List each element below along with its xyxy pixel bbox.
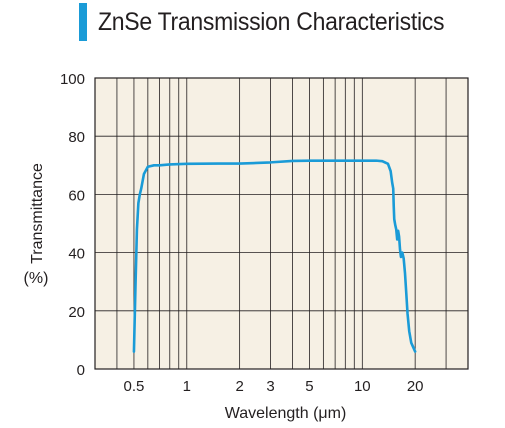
y-tick-label: 20 — [68, 304, 85, 321]
x-tick-label: 2 — [235, 378, 243, 395]
x-tick-label: 1 — [183, 378, 191, 395]
y-tick-label: 80 — [68, 129, 85, 146]
y-axis-unit: (%) — [24, 270, 49, 287]
chart-title-block: ZnSe Transmission Characteristics — [79, 2, 474, 42]
x-tick-label: 5 — [305, 378, 313, 395]
plot-area — [95, 78, 468, 369]
x-axis-label: Wavelength (μm) — [225, 405, 347, 422]
x-tick-labels: 0.5 1 2 3 5 10 20 — [124, 378, 424, 395]
chart-title: ZnSe Transmission Characteristics — [98, 7, 445, 36]
plot-frame — [94, 77, 469, 370]
x-tick-label: 0.5 — [124, 378, 145, 395]
y-tick-label: 40 — [68, 246, 85, 263]
x-tick-label: 3 — [266, 378, 274, 395]
y-tick-labels: 0 20 40 60 80 100 — [60, 71, 85, 379]
title-accent-bar — [79, 3, 87, 41]
x-tick-label: 10 — [354, 378, 371, 395]
x-tick-label: 20 — [407, 378, 424, 395]
y-tick-label: 100 — [60, 71, 85, 88]
y-tick-label: 0 — [77, 362, 85, 379]
transmission-curve — [132, 159, 417, 353]
y-tick-label: 60 — [68, 187, 85, 204]
y-axis-label: Transmittance — [29, 163, 46, 264]
